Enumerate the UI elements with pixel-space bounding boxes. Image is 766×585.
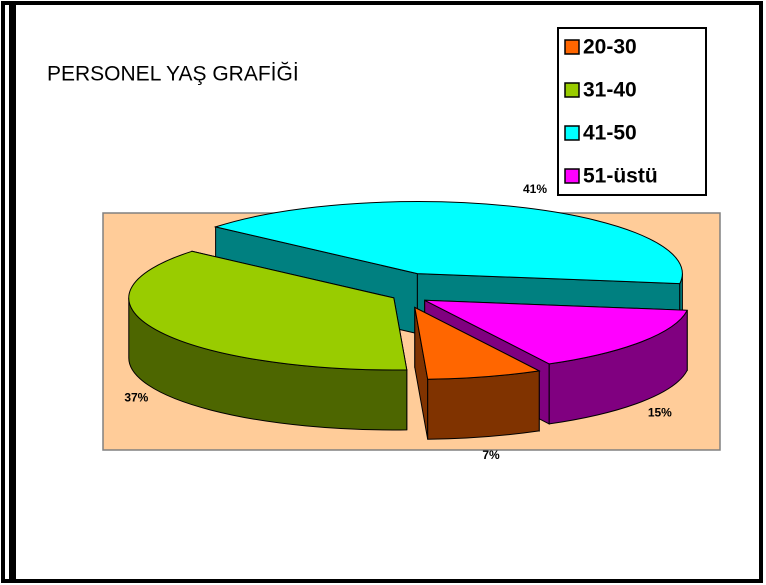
frame-left-bar: [9, 5, 16, 580]
slice-outer-side: [427, 370, 540, 440]
legend-swatch: [564, 39, 580, 55]
legend-label: 20-30: [583, 36, 637, 59]
data-label: 41%: [523, 182, 547, 196]
slice-top: [414, 306, 541, 380]
chart-title: PERSONEL YAŞ GRAFİĞİ: [47, 63, 299, 86]
legend-label: 41-50: [583, 122, 637, 145]
slice: [128, 250, 408, 431]
data-label: 37%: [124, 391, 148, 405]
legend-swatch: [564, 125, 580, 141]
slice-top: [213, 201, 683, 285]
legend-swatch: [564, 82, 580, 98]
pie: [128, 201, 689, 440]
legend-label: 31-40: [583, 79, 637, 102]
legend-swatch: [564, 168, 580, 184]
legend-label: 51-üstü: [583, 165, 658, 188]
legend: [557, 27, 707, 196]
slice-top: [128, 250, 408, 371]
data-label: 7%: [482, 448, 500, 462]
data-label: 15%: [648, 405, 672, 419]
slice: [414, 306, 541, 440]
slice-top: [424, 299, 689, 365]
